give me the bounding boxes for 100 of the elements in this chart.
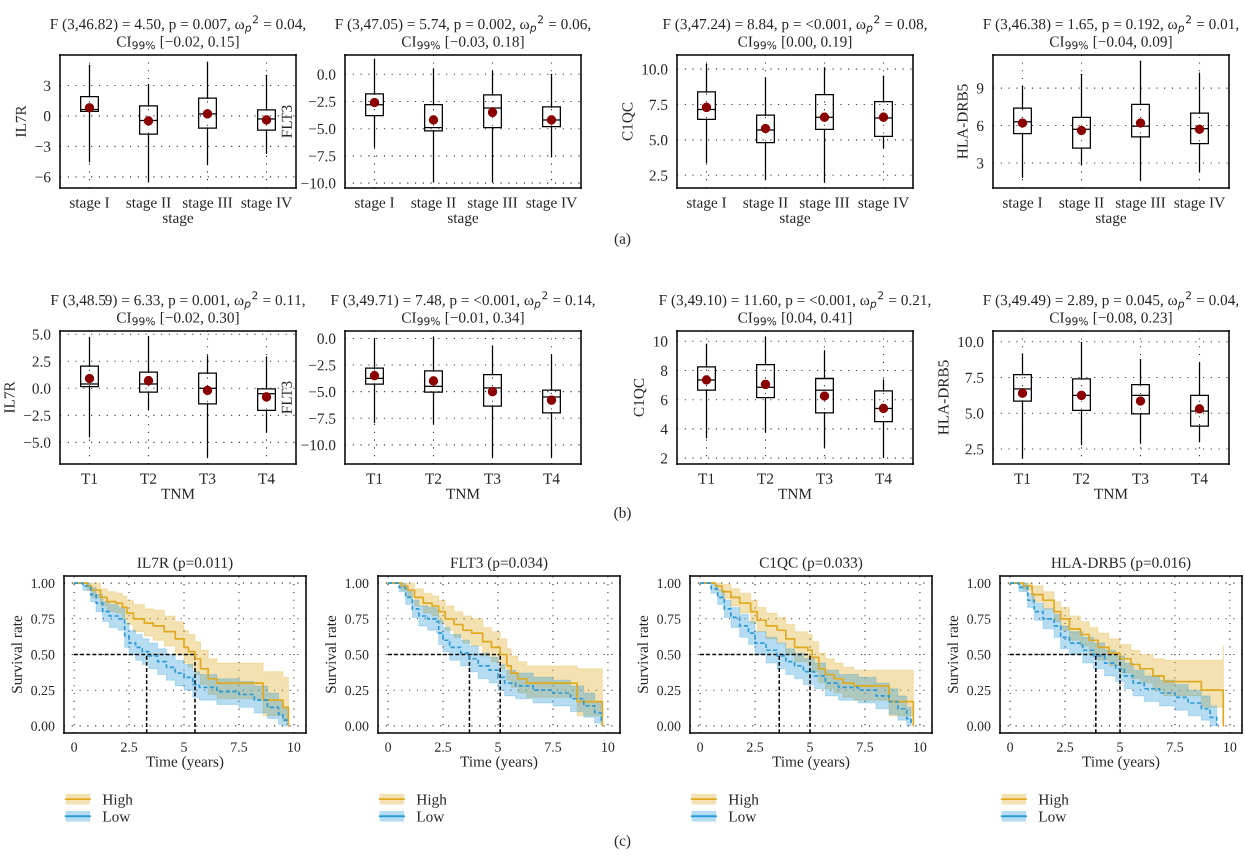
chart-title: F (3,49.10) = 11.60, p = <0.001, ω$_{p}$$^{2}$ = 0.21, CI$_{99%}$ [0.04, 0.41] [659, 291, 931, 326]
legend-label: High [102, 793, 133, 808]
x-tick-label: stage IV [526, 197, 577, 211]
x-axis-title: Time (years) [146, 756, 224, 770]
x-tick-label: stage II [411, 197, 456, 211]
y-tick-label: 7.5 [965, 372, 984, 383]
x-tick-label: stage II [1059, 197, 1104, 211]
y-tick-label: 0.75 [31, 614, 55, 624]
chart-title: HLA-DRB5 (p=0.016) [1051, 557, 1191, 571]
y-tick-label: 6 [976, 120, 984, 132]
y-tick-label: 0.50 [967, 650, 991, 660]
y-tick-label: 1.00 [967, 578, 991, 589]
y-tick-label: 7.5 [649, 99, 668, 111]
y-tick-label: 2.5 [965, 444, 984, 455]
x-tick-label: 5 [495, 742, 501, 752]
x-axis-title: stage [1095, 214, 1127, 227]
y-axis-title: HLA-DRB5 [957, 84, 968, 159]
x-axis-title: stage [779, 214, 811, 227]
x-tick-label: 7.5 [1167, 742, 1184, 752]
y-tick-label: 0.25 [657, 685, 681, 696]
x-tick-label: stage I [69, 197, 110, 211]
y-tick-label: −5.0 [309, 386, 336, 398]
x-tick-label: 0 [1007, 742, 1014, 752]
x-tick-label: T4 [258, 473, 275, 484]
y-tick-label: 10.0 [642, 64, 668, 75]
x-tick-label: T3 [1132, 473, 1149, 484]
y-tick-label: 0.75 [657, 614, 681, 624]
y-tick-label: 1.00 [345, 578, 369, 589]
y-tick-label: 6 [660, 394, 668, 406]
legend-label: High [728, 793, 759, 808]
x-tick-label: stage I [354, 197, 395, 211]
x-tick-label: 0 [697, 742, 704, 752]
text: (b) [614, 507, 631, 521]
x-axis-title: TNM [778, 488, 812, 499]
y-tick-label: 0.50 [345, 650, 369, 660]
x-axis-title: TNM [446, 488, 480, 499]
y-tick-label: 0 [43, 111, 51, 122]
y-tick-label: −7.5 [309, 151, 336, 162]
y-tick-label: 0.00 [345, 721, 369, 731]
x-tick-label: stage IV [1174, 197, 1225, 211]
y-tick-label: 5.0 [965, 408, 984, 419]
y-tick-label: −5.0 [24, 437, 51, 448]
y-tick-label: 0.25 [31, 685, 55, 696]
x-axis-title: TNM [161, 488, 195, 499]
x-tick-label: 7.5 [231, 742, 248, 752]
x-axis-title: TNM [1094, 488, 1128, 499]
y-tick-label: 8 [660, 365, 668, 376]
x-tick-label: 5 [1117, 742, 1123, 752]
x-tick-label: 0 [385, 742, 392, 752]
y-axis-title: C1QC [633, 378, 647, 417]
x-tick-label: 5 [181, 742, 187, 752]
y-tick-label: 2 [661, 453, 668, 464]
x-tick-label: 0 [71, 742, 78, 752]
y-tick-label: 10 [654, 336, 668, 347]
legend-label: Low [416, 811, 445, 822]
chart-title: F (3,46.38) = 1.65, p = 0.192, ω$_{p}$$^{2}$ = 0.01, CI$_{99%}$ [−0.04, 0.09] [983, 15, 1239, 50]
x-tick-label: stage III [182, 197, 233, 211]
y-tick-label: −10.0 [301, 439, 336, 451]
x-tick-label: stage II [126, 197, 171, 211]
x-tick-label: T4 [543, 473, 560, 484]
x-tick-label: 2.5 [434, 742, 452, 752]
y-tick-label: −10.0 [301, 178, 336, 189]
y-tick-label: −2.5 [309, 96, 336, 107]
x-tick-label: 10 [288, 742, 301, 752]
x-tick-label: stage I [1002, 197, 1043, 211]
chart-title: F (3,49.49) = 2.89, p = 0.045, ω$_{p}$$^{2}$ = 0.04, CI$_{99%}$ [−0.08, 0.23] [983, 291, 1239, 326]
x-tick-label: stage I [686, 197, 727, 211]
x-tick-label: T3 [199, 473, 216, 484]
x-tick-label: stage III [467, 197, 518, 211]
y-axis-title: Survival rate [11, 615, 23, 693]
x-tick-label: stage IV [858, 197, 909, 211]
y-tick-label: −5.0 [309, 123, 336, 135]
chart-title: F (3,47.24) = 8.84, p = <0.001, ω$_{p}$$^{2}$ = 0.08, CI$_{99%}$ [0.00, 0.19] [662, 15, 927, 50]
chart-title: FLT3 (p=0.034) [450, 557, 548, 571]
x-tick-label: 10 [914, 742, 927, 752]
x-axis-title: Time (years) [1082, 756, 1160, 770]
y-tick-label: 0.0 [317, 333, 336, 344]
x-tick-label: stage III [1115, 197, 1166, 211]
x-tick-label: stage III [799, 197, 850, 211]
chart-title: F (3,48.59) = 6.33, p = 0.001, ω$_{p}$$^{2}$ = 0.11, CI$_{99%}$ [−0.02, 0.30] [50, 291, 305, 326]
x-tick-label: T1 [1014, 473, 1031, 484]
x-tick-label: T2 [1073, 473, 1090, 484]
y-tick-label: 0.00 [657, 721, 681, 731]
x-tick-label: stage IV [241, 197, 292, 211]
y-tick-label: −3 [35, 141, 51, 152]
x-tick-label: 2.5 [120, 742, 138, 752]
y-axis-title: FLT3 [281, 105, 292, 138]
x-tick-label: T1 [81, 473, 98, 484]
x-tick-label: 7.5 [545, 742, 562, 752]
x-tick-label: T3 [484, 473, 501, 484]
y-tick-label: 1.00 [657, 578, 681, 589]
y-tick-label: 5.0 [32, 329, 51, 340]
y-tick-label: 0.25 [967, 685, 991, 696]
chart-title: IL7R (p=0.011) [137, 557, 233, 571]
y-axis-title: Survival rate [637, 615, 649, 693]
y-tick-label: 0.0 [32, 383, 51, 394]
x-tick-label: stage II [743, 197, 788, 211]
y-tick-label: 2.5 [649, 170, 668, 181]
legend-label: Low [1038, 811, 1067, 822]
chart-title: F (3,49.71) = 7.48, p = <0.001, ω$_{p}$$^{2}$ = 0.14, CI$_{99%}$ [−0.01, 0.34] [330, 291, 595, 326]
